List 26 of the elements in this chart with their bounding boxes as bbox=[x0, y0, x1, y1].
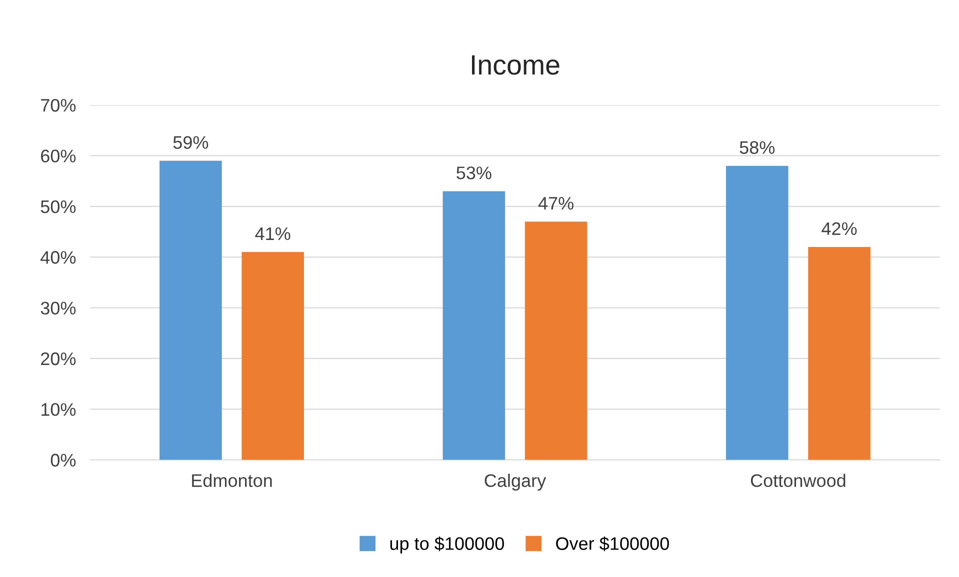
bar bbox=[442, 191, 506, 460]
x-tick-label: Calgary bbox=[484, 474, 546, 491]
y-tick-label: 70% bbox=[41, 98, 76, 112]
y-tick-label: 50% bbox=[40, 200, 76, 214]
y-tick-label: 30% bbox=[40, 302, 76, 315]
y-tick-label: 60% bbox=[41, 150, 76, 162]
bar bbox=[808, 246, 870, 460]
bar bbox=[524, 222, 588, 460]
text: 41% bbox=[255, 227, 290, 240]
text: 53% bbox=[456, 166, 492, 180]
y-tick-label: 10% bbox=[41, 403, 76, 416]
chart-title: Income bbox=[472, 55, 560, 75]
bar bbox=[726, 166, 788, 460]
text: 59% bbox=[173, 136, 208, 149]
text: 47% bbox=[538, 197, 574, 210]
legend-label: up to $100000 bbox=[390, 536, 504, 554]
bar bbox=[160, 160, 222, 460]
text: 42% bbox=[822, 222, 857, 235]
y-tick-label: 40% bbox=[40, 251, 76, 264]
x-tick-label: Cottonwood bbox=[750, 474, 846, 488]
text: 58% bbox=[740, 141, 775, 154]
x-tick-label: Edmonton bbox=[192, 474, 272, 488]
y-tick-label: 0% bbox=[50, 454, 76, 467]
legend-label: Over $100000 bbox=[556, 536, 669, 552]
y-tick-label: 20% bbox=[41, 352, 76, 366]
bar bbox=[242, 252, 304, 460]
